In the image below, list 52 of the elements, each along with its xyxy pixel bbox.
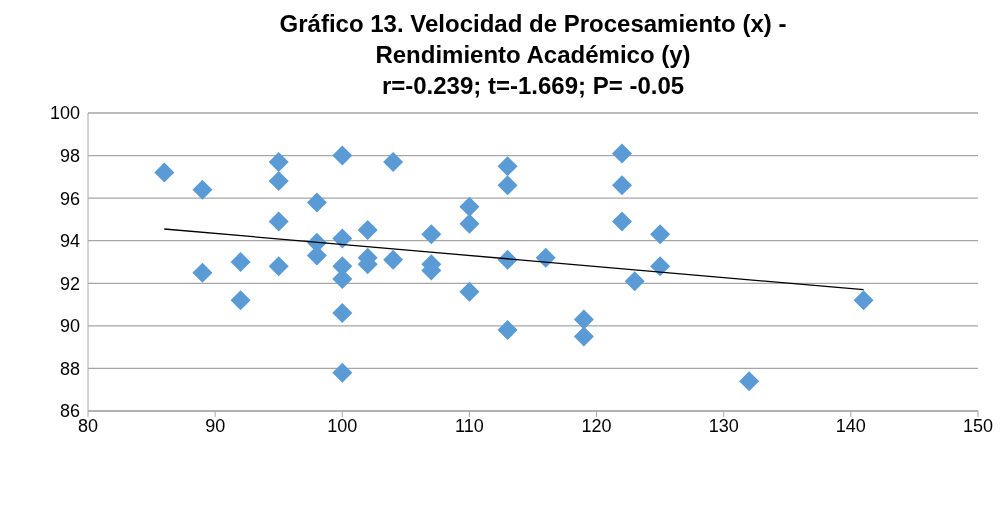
- point: [459, 196, 480, 217]
- point: [853, 290, 874, 311]
- point: [192, 262, 213, 283]
- point: [612, 211, 632, 232]
- point: [650, 224, 671, 245]
- y-tick-label: 88: [59, 358, 80, 379]
- point: [332, 362, 353, 383]
- point: [624, 271, 645, 292]
- point: [268, 171, 289, 192]
- y-tick-label: 100: [49, 103, 80, 124]
- point: [306, 192, 327, 213]
- point: [230, 252, 251, 272]
- point: [573, 309, 594, 330]
- point: [332, 228, 353, 249]
- point: [497, 156, 518, 177]
- point: [332, 303, 353, 324]
- point: [535, 247, 556, 268]
- x-tick-label: 130: [708, 415, 739, 436]
- y-tick-label: 86: [59, 401, 80, 422]
- y-tick-label: 94: [59, 231, 80, 252]
- x-tick-label: 120: [581, 415, 612, 436]
- x-tick-label: 150: [962, 415, 994, 436]
- point: [268, 256, 289, 277]
- y-tick-label: 96: [59, 188, 80, 209]
- point: [268, 151, 289, 172]
- y-tick-label: 90: [59, 316, 80, 337]
- y-tick-label: 92: [59, 273, 80, 294]
- point: [357, 220, 378, 241]
- point: [268, 211, 289, 232]
- point: [421, 224, 442, 245]
- chart-title: Gráfico 13. Velocidad de Procesamiento (x) - Rendimiento Académico (y) r=-0.239; t=-1.669; P= -0.05: [278, 9, 788, 101]
- point: [332, 269, 353, 290]
- point: [154, 162, 175, 183]
- point: [459, 213, 480, 234]
- x-tick-label: 140: [835, 415, 866, 436]
- point: [192, 179, 213, 200]
- point: [383, 249, 404, 270]
- point: [497, 320, 518, 341]
- point: [497, 175, 518, 196]
- point: [459, 281, 480, 302]
- point: [612, 175, 632, 196]
- x-tick-label: 110: [455, 415, 484, 436]
- x-tick-label: 100: [327, 415, 358, 436]
- point: [383, 151, 404, 172]
- point: [612, 143, 632, 164]
- point: [739, 371, 760, 392]
- point: [230, 290, 251, 311]
- x-tick-label: 90: [205, 415, 226, 436]
- point: [573, 326, 594, 347]
- y-tick-label: 98: [59, 145, 80, 166]
- point: [332, 145, 353, 166]
- point: [650, 256, 671, 277]
